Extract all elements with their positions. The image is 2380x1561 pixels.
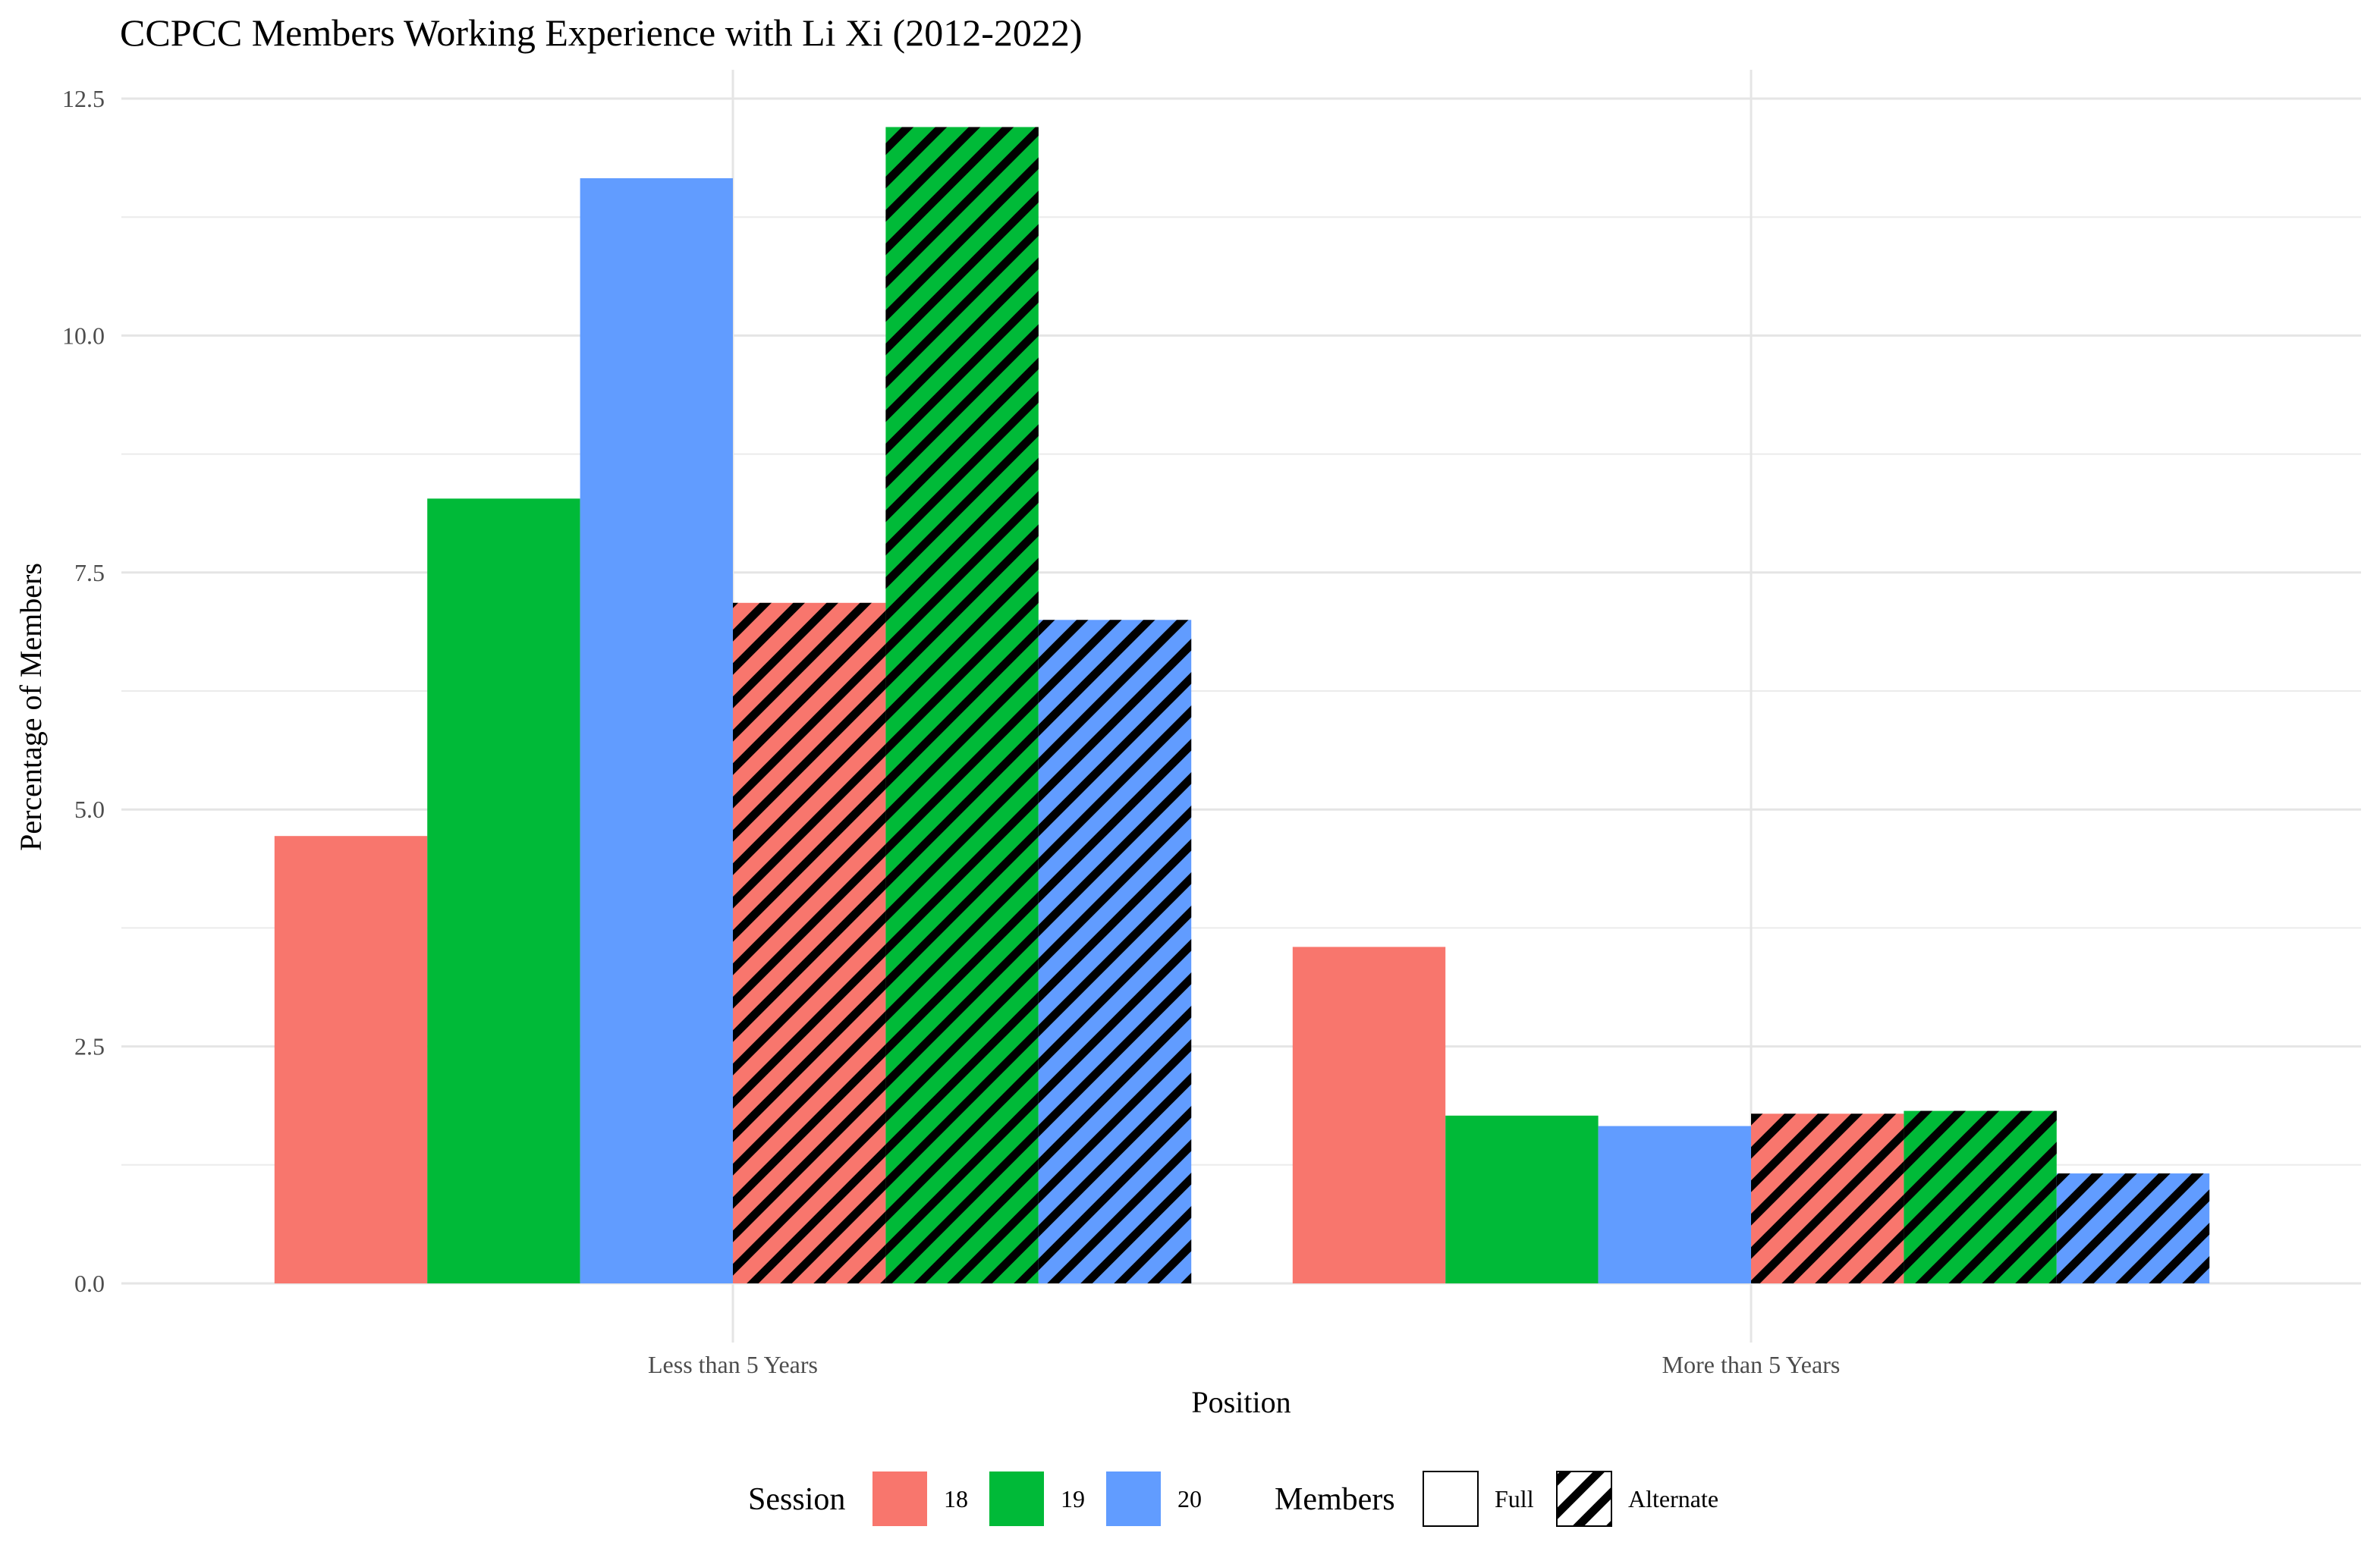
bar-stripe-overlay: [1904, 1110, 2057, 1283]
bar-stripe-overlay: [733, 602, 886, 1283]
legend-session-title: Session: [748, 1482, 845, 1517]
legend-key-members-full: [1423, 1471, 1479, 1527]
bar-full-session-18: [274, 836, 428, 1283]
y-tick-label: 5.0: [74, 796, 105, 823]
bar-full-session-20: [1598, 1126, 1751, 1283]
y-axis-title: Percentage of Members: [14, 563, 48, 851]
bar-stripe-overlay: [1751, 1113, 1904, 1283]
y-tick-label: 10.0: [62, 322, 105, 349]
chart-title: CCPCC Members Working Experience with Li…: [120, 11, 1083, 54]
y-tick-labels: 0.0 2.5 5.0 7.5 10.0 12.5: [62, 85, 105, 1297]
y-tick-label: 2.5: [74, 1033, 105, 1060]
legend-label-session-19: 19: [1061, 1485, 1085, 1512]
bar-stripe-overlay: [885, 127, 1039, 1283]
legend-key-session-19: [989, 1471, 1044, 1526]
legend-key-session-18: [872, 1471, 927, 1526]
x-tick-label: More than 5 Years: [1662, 1351, 1841, 1378]
legend-label-members-alternate: Alternate: [1628, 1485, 1718, 1512]
bar-full-session-19: [1445, 1115, 1599, 1283]
y-tick-label: 7.5: [74, 559, 105, 586]
legend-label-session-20: 20: [1177, 1485, 1202, 1512]
legend-label-session-18: 18: [944, 1485, 968, 1512]
legend: Session 18 19 20 Members Full Alternate: [748, 1471, 1718, 1527]
legend-label-members-full: Full: [1495, 1485, 1534, 1512]
bar-full-session-19: [427, 498, 580, 1283]
bar-full-session-20: [580, 177, 733, 1283]
x-tick-label: Less than 5 Years: [648, 1351, 818, 1378]
legend-key-members-alternate: [1556, 1471, 1612, 1527]
legend-key-session-20: [1106, 1471, 1161, 1526]
y-tick-label: 0.0: [74, 1270, 105, 1297]
legend-members-title: Members: [1275, 1482, 1395, 1517]
x-tick-labels: Less than 5 Years More than 5 Years: [648, 1351, 1840, 1378]
bars: [274, 127, 2210, 1283]
bar-full-session-18: [1292, 947, 1446, 1283]
y-tick-label: 12.5: [62, 85, 105, 112]
bar-stripe-overlay: [1038, 620, 1192, 1283]
x-axis-title: Position: [1191, 1385, 1291, 1419]
bar-stripe-overlay: [2056, 1173, 2210, 1283]
